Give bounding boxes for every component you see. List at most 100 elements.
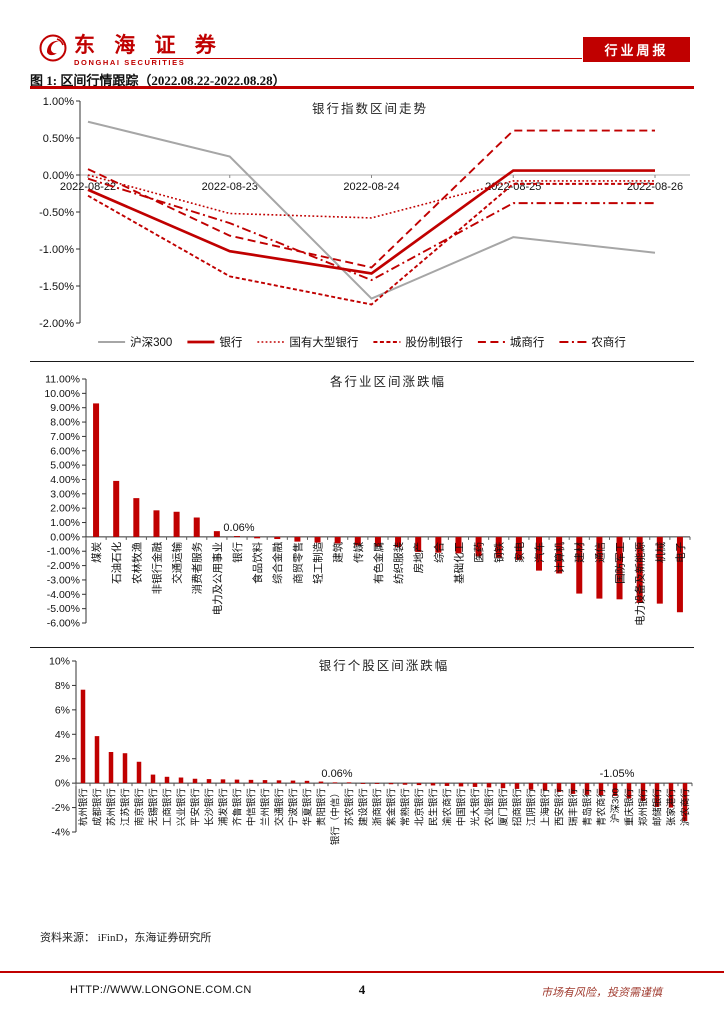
- bar-北京银行: [416, 783, 422, 786]
- data-label: -1.05%: [600, 768, 635, 780]
- svg-text:渝农商行: 渝农商行: [442, 788, 454, 827]
- svg-text:石油石化: 石油石化: [110, 541, 123, 583]
- svg-text:-2%: -2%: [51, 802, 70, 814]
- svg-text:5.00%: 5.00%: [50, 460, 80, 472]
- bar-江苏银行: [122, 753, 128, 784]
- svg-text:煤炭: 煤炭: [90, 541, 103, 562]
- svg-text:国防军工: 国防军工: [614, 542, 627, 584]
- svg-text:房地产: 房地产: [412, 542, 425, 574]
- svg-text:纺织服装: 纺织服装: [392, 541, 405, 583]
- bar-沪深300: [612, 783, 618, 796]
- svg-text:2022-08-23: 2022-08-23: [202, 181, 258, 193]
- bar-交通运输: [173, 511, 180, 537]
- svg-text:计算机: 计算机: [553, 541, 566, 573]
- bar-上海银行: [542, 783, 548, 791]
- svg-text:建筑: 建筑: [332, 541, 345, 562]
- bar-建筑: [334, 536, 341, 544]
- svg-text:宁波银行: 宁波银行: [288, 788, 300, 827]
- bar-石油石化: [113, 480, 120, 537]
- bar-chart-svg: 各行业区间涨跌幅 11.00% 10.00% 9.00% 8.00% 7.00% 6.00%…: [44, 374, 691, 630]
- svg-text:厦门银行: 厦门银行: [498, 788, 510, 827]
- bar-西安银行: [556, 783, 562, 792]
- svg-text:兰州银行: 兰州银行: [260, 788, 272, 827]
- svg-text:农商行: 农商行: [591, 335, 626, 349]
- bar-轻工制造: [314, 536, 321, 543]
- source-note: 资料来源： iFinD，东海证券研究所: [40, 932, 212, 944]
- svg-text:工商银行: 工商银行: [162, 788, 174, 827]
- svg-text:综合金融: 综合金融: [271, 541, 284, 583]
- bar-招商银行: [514, 783, 520, 789]
- svg-text:贵阳银行: 贵阳银行: [316, 788, 328, 827]
- svg-text:1.00%: 1.00%: [43, 96, 74, 108]
- bar-电子: [676, 536, 683, 613]
- bar-国防军工: [616, 536, 623, 600]
- svg-text:汽车: 汽车: [533, 542, 546, 563]
- svg-text:2022-08-26: 2022-08-26: [627, 181, 683, 193]
- bar-银行（中信）: [332, 782, 338, 784]
- svg-text:各行业区间涨跌幅: 各行业区间涨跌幅: [330, 374, 446, 389]
- data-label: 0.06%: [321, 768, 352, 780]
- bar-江阴银行: [528, 783, 534, 790]
- bar-苏农银行: [346, 782, 352, 784]
- svg-text:城商行: 城商行: [510, 335, 545, 349]
- svg-text:-4.00%: -4.00%: [47, 589, 80, 601]
- series-城商行: [87, 129, 655, 269]
- bar-平安银行: [192, 778, 198, 784]
- svg-text:3.00%: 3.00%: [50, 488, 80, 500]
- svg-text:平安银行: 平安银行: [190, 788, 202, 827]
- svg-text:基础化工: 基础化工: [452, 542, 465, 584]
- svg-text:机械: 机械: [654, 541, 667, 562]
- svg-text:-2.00%: -2.00%: [47, 560, 80, 572]
- svg-text:家电: 家电: [513, 541, 526, 562]
- bar-有色金属: [374, 536, 381, 547]
- svg-text:西安银行: 西安银行: [554, 788, 566, 827]
- svg-text:1.00%: 1.00%: [50, 517, 80, 529]
- donghai-logo-icon: [38, 33, 68, 68]
- svg-text:齐鲁银行: 齐鲁银行: [232, 788, 244, 827]
- svg-text:4%: 4%: [55, 729, 70, 741]
- svg-text:综合: 综合: [432, 541, 445, 562]
- bar-中国银行: [458, 783, 464, 787]
- bar-煤炭: [93, 403, 100, 537]
- svg-text:轻工制造: 轻工制造: [312, 541, 325, 583]
- svg-text:郑州银行: 郑州银行: [638, 788, 650, 827]
- bar-邮储银行: [654, 783, 660, 807]
- bar-农业银行: [486, 783, 492, 788]
- svg-text:-6.00%: -6.00%: [47, 618, 80, 630]
- svg-text:南京银行: 南京银行: [134, 788, 146, 827]
- bar-宁波银行: [290, 780, 296, 784]
- svg-text:农业银行: 农业银行: [484, 788, 496, 827]
- svg-text:食品饮料: 食品饮料: [251, 541, 264, 583]
- svg-text:9.00%: 9.00%: [50, 402, 80, 414]
- svg-text:江阴银行: 江阴银行: [526, 788, 538, 827]
- bar-农林牧渔: [133, 498, 140, 537]
- bar-重庆银行: [626, 783, 632, 799]
- bar-建材: [576, 536, 583, 594]
- svg-text:中国银行: 中国银行: [456, 788, 468, 827]
- svg-text:北京银行: 北京银行: [414, 788, 426, 827]
- svg-text:银行个股区间涨跌幅: 银行个股区间涨跌幅: [319, 658, 450, 673]
- bar-浦发银行: [220, 779, 226, 784]
- bar-商贸零售: [294, 536, 301, 542]
- svg-text:2.00%: 2.00%: [50, 503, 80, 515]
- bar-电力设备及新能源: [636, 536, 643, 603]
- svg-text:11.00%: 11.00%: [45, 374, 80, 386]
- svg-text:2%: 2%: [55, 753, 70, 765]
- bar-兰州银行: [262, 780, 268, 784]
- svg-text:交通运输: 交通运输: [171, 541, 184, 583]
- svg-text:无锡银行: 无锡银行: [148, 788, 160, 827]
- svg-text:银行（中信）: 银行（中信）: [330, 788, 342, 845]
- bar-渝农商行: [444, 783, 450, 786]
- svg-text:沪农商行: 沪农商行: [680, 788, 692, 827]
- svg-text:-1.50%: -1.50%: [39, 281, 74, 293]
- footer-rule: [0, 971, 724, 973]
- svg-text:浦发银行: 浦发银行: [218, 788, 230, 827]
- svg-text:江苏银行: 江苏银行: [120, 788, 132, 827]
- svg-text:成都银行: 成都银行: [92, 788, 104, 827]
- caption-rule: [30, 86, 694, 89]
- bar-交通银行: [276, 780, 282, 784]
- bar-机械: [656, 536, 663, 604]
- bar-综合: [435, 536, 442, 553]
- bar-无锡银行: [150, 774, 156, 784]
- svg-text:青农商行: 青农商行: [596, 788, 608, 827]
